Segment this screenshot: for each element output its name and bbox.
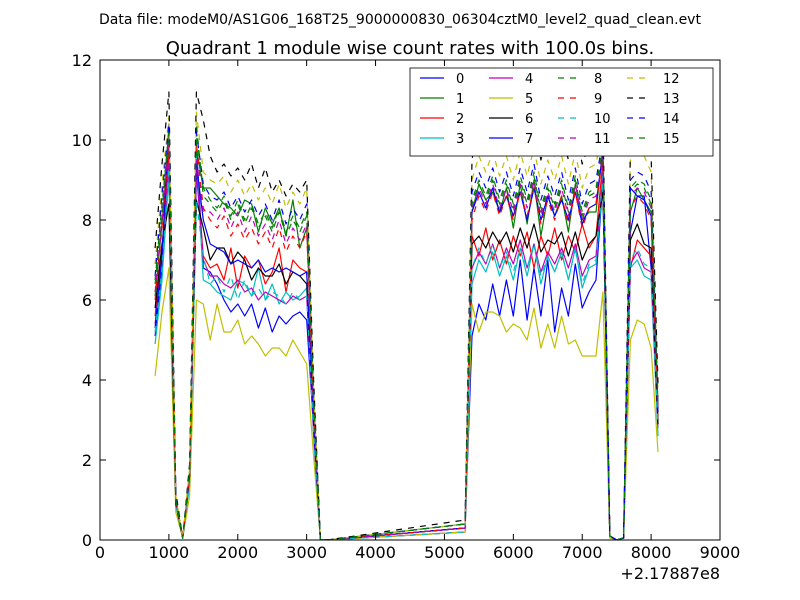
x-offset-label: +2.17887e8 bbox=[620, 564, 720, 583]
series-line-15 bbox=[154, 131, 659, 540]
series-line-11 bbox=[154, 135, 659, 540]
series-line-5 bbox=[154, 267, 659, 540]
series-line-10 bbox=[154, 167, 659, 540]
legend-label-3: 3 bbox=[456, 132, 464, 147]
x-tick-label: 7000 bbox=[562, 543, 603, 562]
legend-label-14: 14 bbox=[663, 112, 680, 127]
x-tick-label: 4000 bbox=[355, 543, 396, 562]
legend-box bbox=[409, 67, 714, 157]
legend-label-15: 15 bbox=[663, 132, 680, 147]
legend-label-9: 9 bbox=[594, 92, 602, 107]
legend-label-8: 8 bbox=[594, 72, 602, 87]
legend-label-5: 5 bbox=[525, 92, 533, 107]
y-tick-label: 4 bbox=[82, 371, 92, 390]
legend-label-12: 12 bbox=[663, 72, 680, 87]
x-tick-label: 3000 bbox=[286, 543, 327, 562]
y-tick-label: 8 bbox=[82, 211, 92, 230]
x-tick-label: 1000 bbox=[149, 543, 190, 562]
suptitle: Data file: modeM0/AS1G06_168T25_90000008… bbox=[99, 12, 701, 28]
x-tick-label: 6000 bbox=[493, 543, 534, 562]
series-line-14 bbox=[154, 123, 659, 540]
series-line-9 bbox=[154, 143, 659, 540]
series-line-13 bbox=[154, 91, 659, 540]
y-tick-label: 6 bbox=[82, 291, 92, 310]
y-tick-label: 2 bbox=[82, 451, 92, 470]
legend-label-10: 10 bbox=[594, 112, 611, 127]
legend-label-11: 11 bbox=[594, 132, 611, 147]
legend-label-1: 1 bbox=[456, 92, 464, 107]
legend-label-7: 7 bbox=[525, 132, 533, 147]
legend-label-4: 4 bbox=[525, 72, 533, 87]
series-line-0 bbox=[154, 143, 659, 540]
x-tick-label: 8000 bbox=[631, 543, 672, 562]
x-tick-label: 2000 bbox=[217, 543, 258, 562]
y-tick-label: 10 bbox=[72, 131, 92, 150]
x-tick-label: 9000 bbox=[700, 543, 741, 562]
series-line-6 bbox=[154, 191, 659, 540]
legend-label-2: 2 bbox=[456, 112, 464, 127]
y-tick-label: 12 bbox=[72, 51, 92, 70]
plot-area bbox=[99, 59, 721, 541]
legend-label-6: 6 bbox=[525, 112, 533, 127]
y-tick-label: 0 bbox=[82, 531, 92, 550]
series-lines bbox=[154, 91, 659, 540]
axis-ticks: 0 1000 2000 3000 4000 5000 6000 7000 8000 9000 0 2 4… bbox=[72, 51, 741, 562]
legend-label-0: 0 bbox=[456, 72, 464, 87]
chart-title: Quadrant 1 module wise count rates with … bbox=[166, 38, 655, 59]
series-line-1 bbox=[154, 139, 659, 540]
x-tick-label: 0 bbox=[95, 543, 105, 562]
x-tick-label: 5000 bbox=[424, 543, 465, 562]
legend-label-13: 13 bbox=[663, 92, 680, 107]
